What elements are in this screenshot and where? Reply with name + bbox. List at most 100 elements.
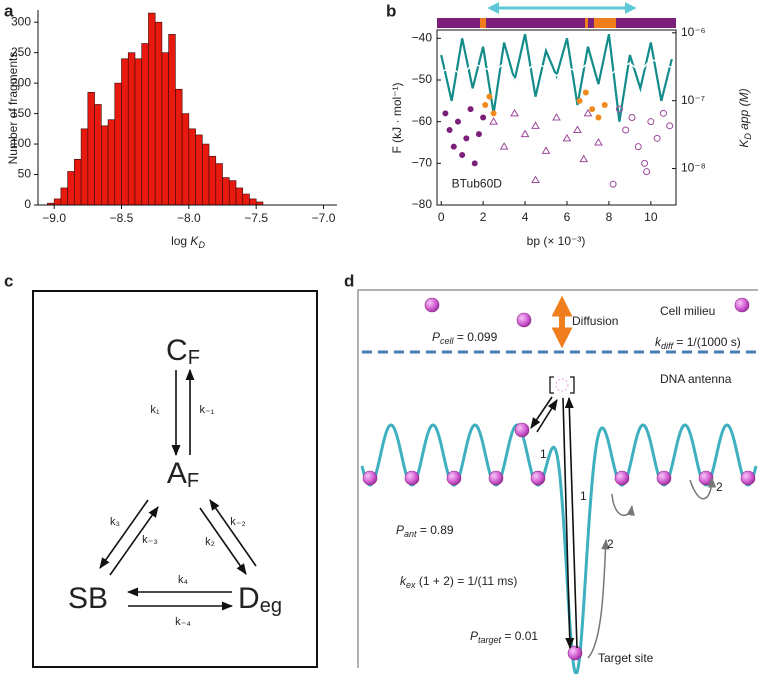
equation: Pcell = 0.099 [432,330,498,346]
reaction-arrow [536,399,558,433]
state-label: AF [167,457,199,492]
bar [121,58,129,206]
bar [215,163,223,206]
bar [175,88,183,206]
bar [134,58,143,206]
subscript: ex [406,580,416,590]
bar [208,155,217,206]
panel-label: d [344,271,354,290]
protein [734,297,750,313]
rate-label: k₋₄ [175,616,191,628]
reaction-arrow [562,397,575,650]
domain-bar [437,18,676,28]
rate-label: k₁ [150,404,160,416]
protein [362,470,378,486]
reaction-arrow [109,506,159,576]
point [589,106,596,113]
state-label: Deg [238,582,282,617]
x-tick-label: −9.0 [42,211,66,225]
point [467,106,474,113]
rest: = 1/(1000 s) [673,335,741,349]
rest: = 0.099 [454,330,498,344]
point [595,114,602,121]
bar [242,193,250,206]
point [615,105,623,113]
bar [249,198,257,206]
bar [161,52,169,206]
x-tick-label: 4 [522,210,529,224]
y-tick-label: −60 [412,114,433,128]
x-axis-label: log KD [171,234,205,250]
bar [127,52,136,206]
y-tick-label: −80 [412,197,433,211]
point [490,110,497,117]
label: Cell milieu [660,304,715,318]
rate-label: k₋₃ [142,534,158,546]
point [450,143,457,150]
domain-segment [585,18,588,28]
point [531,175,540,183]
subscript: cell [440,336,455,346]
bracket [549,376,575,394]
protein [424,297,440,313]
rate-label: k₋₁ [199,404,214,416]
x-tick-label: 10 [644,210,658,224]
point [499,142,509,150]
protein [614,470,630,486]
y2-axis-label: KD app (M) [737,88,753,147]
x-tick-label: 6 [564,210,571,224]
label-sub: D [743,133,753,140]
point [552,113,561,121]
bar [181,113,190,206]
reaction-arrow [564,396,578,649]
symbol: P [470,629,478,643]
point [510,108,519,117]
point [531,121,540,129]
bar [74,158,82,206]
rate-label: k₂ [205,536,215,548]
bar [67,171,75,206]
point [601,102,608,108]
bar [60,187,68,206]
point [562,133,572,142]
bar [148,12,156,206]
y2-tick-label: 10⁻⁸ [681,161,706,175]
protein [656,470,672,486]
domain-segment [594,18,616,28]
bar [107,119,116,206]
label: 2 [716,480,723,494]
x-tick-label: −8.5 [110,211,134,225]
ghost-protein [555,378,569,392]
x-tick-label: −7.5 [244,211,268,225]
bar [188,128,196,206]
point [641,159,649,167]
panel-frame [357,289,758,668]
bar [235,187,244,206]
point [489,117,498,125]
bar [195,134,203,206]
bar [94,104,102,206]
point [659,109,667,117]
bar [228,180,237,206]
state-label: CF [166,334,200,369]
y-tick-label: 300 [11,14,31,28]
point [582,89,589,96]
reaction-arrow [199,507,247,575]
bar [154,21,163,206]
label: Diffusion [572,314,618,328]
point [454,118,461,125]
symbol: P [432,330,440,344]
label: 2 [607,537,614,551]
rate-label: k₋₂ [230,516,246,528]
x-tick-label: −8.0 [177,211,201,225]
y-tick-label: 250 [11,45,31,59]
bar [114,82,122,206]
panel-label: c [4,271,13,290]
series-line [440,33,673,122]
rest: = 0.89 [417,523,454,537]
protein [514,422,530,438]
protein [567,645,583,661]
point [486,93,493,100]
protein [530,470,546,486]
y-tick-label: −40 [412,31,433,45]
